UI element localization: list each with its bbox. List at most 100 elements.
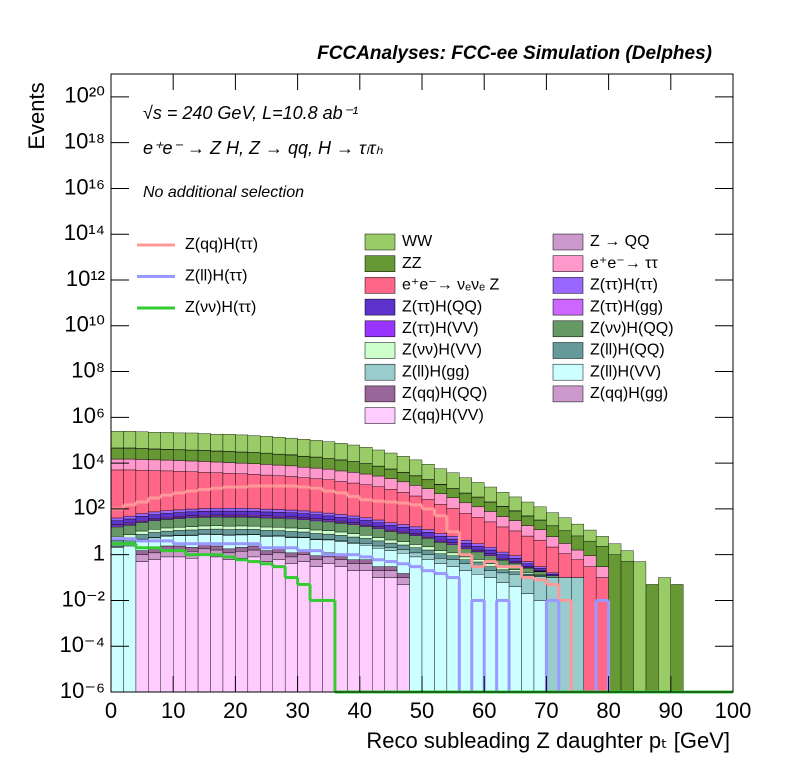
histogram-bar xyxy=(123,431,137,449)
histogram-bar xyxy=(372,570,385,578)
histogram-bar xyxy=(235,473,249,509)
histogram-bar xyxy=(172,460,186,472)
histogram-bar xyxy=(359,463,373,475)
histogram-bar xyxy=(123,524,137,535)
histogram-bar xyxy=(533,529,547,541)
histogram-bar xyxy=(334,566,348,693)
histogram-bar xyxy=(421,559,435,693)
histogram-bar xyxy=(309,514,323,519)
histogram-bar xyxy=(359,543,373,546)
histogram-bar xyxy=(558,517,572,531)
histogram-bar xyxy=(309,478,323,513)
histogram-bar xyxy=(409,547,423,554)
histogram-bar xyxy=(359,520,373,525)
histogram-bar xyxy=(434,533,448,537)
histogram-bar xyxy=(160,519,174,529)
histogram-bar xyxy=(533,539,547,567)
histogram-bar xyxy=(384,531,398,541)
histogram-bar xyxy=(421,532,435,537)
y-tick-label: 10⁻⁴ xyxy=(59,632,105,657)
histogram-bar xyxy=(347,524,360,534)
histogram-bar xyxy=(508,520,522,532)
histogram-bar xyxy=(595,566,609,578)
histogram-bar xyxy=(172,512,186,517)
histogram-bar xyxy=(384,468,398,479)
histogram-bar xyxy=(297,477,311,512)
histogram-bar xyxy=(496,516,510,528)
histogram-bar xyxy=(558,543,572,554)
histogram-bar xyxy=(384,522,398,526)
histogram-bar xyxy=(359,447,373,464)
histogram-bar xyxy=(210,510,224,516)
histogram-bar xyxy=(459,502,472,514)
histogram-bar xyxy=(235,510,249,516)
histogram-bar xyxy=(347,518,360,523)
histogram-bar xyxy=(272,552,286,560)
histogram-bar xyxy=(359,538,373,544)
histogram-bar xyxy=(372,537,385,542)
histogram-bar xyxy=(135,530,149,535)
histogram-bar xyxy=(347,461,360,473)
histogram-bar xyxy=(396,524,410,528)
y-tick-label: 10⁸ xyxy=(71,357,105,382)
histogram-bar xyxy=(185,535,199,548)
histogram-bar xyxy=(235,516,249,527)
histogram-bar xyxy=(508,558,522,562)
histogram-bar xyxy=(247,549,261,558)
histogram-bar xyxy=(347,536,360,543)
histogram-bar xyxy=(372,528,385,538)
histogram-bar xyxy=(521,593,535,693)
histogram-bar xyxy=(172,432,186,450)
histogram-bar xyxy=(260,530,273,537)
histogram-bar xyxy=(135,470,149,514)
legend-swatch xyxy=(364,233,396,251)
histogram-bar xyxy=(409,485,423,497)
histogram-bar xyxy=(297,561,311,693)
histogram-bar xyxy=(235,547,249,552)
y-tick-label: 10⁻⁶ xyxy=(60,678,105,703)
histogram-bar xyxy=(471,517,485,544)
histogram-bar xyxy=(434,542,448,551)
histogram-bar xyxy=(396,541,410,546)
histogram-bar xyxy=(471,559,485,563)
histogram-bar xyxy=(160,530,174,536)
histogram-bar xyxy=(384,525,398,530)
histogram-bar xyxy=(670,584,684,693)
histogram-bar xyxy=(197,511,211,516)
histogram-bar xyxy=(347,559,360,564)
histogram-bar xyxy=(148,520,161,530)
histogram-bar xyxy=(359,526,373,536)
histogram-bar xyxy=(372,577,385,693)
histogram-bar xyxy=(409,544,423,548)
histogram-bar xyxy=(421,538,435,548)
histogram-bar xyxy=(496,554,510,559)
histogram-bar xyxy=(347,570,360,693)
histogram-bar xyxy=(434,484,448,494)
histogram-bar xyxy=(558,530,572,544)
histogram-bar xyxy=(135,448,149,460)
histogram-bar xyxy=(110,431,124,449)
histogram-bar xyxy=(658,577,671,693)
histogram-bar xyxy=(508,586,522,693)
histogram-bar xyxy=(222,462,236,474)
histogram-bar xyxy=(421,499,435,530)
legend-label: Z(νν)H(ττ) xyxy=(185,299,256,316)
legend-swatch xyxy=(364,385,396,403)
histogram-bar xyxy=(148,459,161,471)
histogram-bar xyxy=(334,470,348,482)
histogram-bar xyxy=(334,535,348,541)
histogram-bar xyxy=(235,529,249,535)
histogram-bar xyxy=(110,517,124,521)
histogram-bar xyxy=(396,527,410,532)
y-tick-label: 10² xyxy=(73,495,105,520)
legend-swatch xyxy=(364,407,396,424)
histogram-bar xyxy=(110,520,124,525)
histogram-bar xyxy=(210,528,224,535)
histogram-bar xyxy=(347,543,360,560)
histogram-bar xyxy=(484,486,497,503)
histogram-bar xyxy=(372,545,385,549)
histogram-bar xyxy=(197,555,211,693)
histogram-bar xyxy=(484,521,497,548)
histogram-bar xyxy=(284,476,298,511)
histogram-bar xyxy=(533,600,547,693)
